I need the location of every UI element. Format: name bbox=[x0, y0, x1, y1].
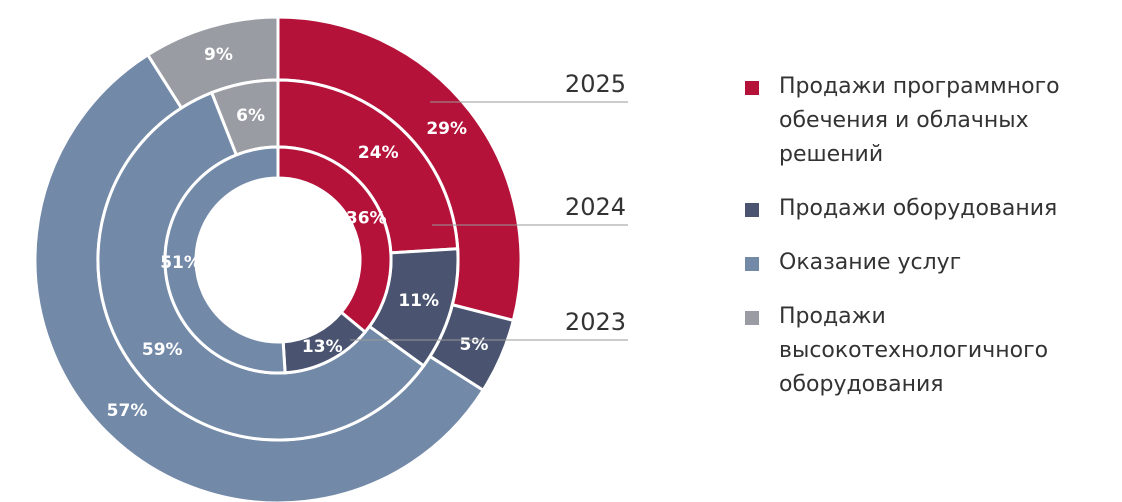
data-label: 13% bbox=[302, 337, 343, 357]
ring-segment bbox=[163, 145, 287, 375]
data-label: 36% bbox=[346, 208, 387, 228]
legend-label: Продажи оборудования bbox=[779, 196, 1058, 221]
data-label: 51% bbox=[160, 253, 201, 273]
legend-swatch bbox=[745, 257, 759, 271]
legend-swatch bbox=[745, 81, 759, 95]
legend: Продажи программного обечения и облачных… bbox=[745, 70, 1115, 422]
data-label: 59% bbox=[142, 340, 183, 360]
legend-swatch bbox=[745, 203, 759, 217]
legend-item: Продажи высокотехнологичного оборудовани… bbox=[745, 300, 1115, 402]
legend-swatch bbox=[745, 311, 759, 325]
legend-item: Продажи оборудования bbox=[745, 192, 1115, 226]
legend-label: Продажи высокотехнологичного оборудовани… bbox=[779, 304, 1049, 397]
ring-year-label: 2023 bbox=[565, 308, 626, 336]
legend-item: Оказание услуг bbox=[745, 246, 1115, 280]
legend-item: Продажи программного обечения и облачных… bbox=[745, 70, 1115, 172]
legend-label: Оказание услуг bbox=[779, 250, 962, 275]
ring-year-label: 2024 bbox=[565, 193, 626, 221]
data-label: 6% bbox=[236, 106, 265, 126]
ring-year-label: 2025 bbox=[565, 70, 626, 98]
legend-label: Продажи программного обечения и облачных… bbox=[779, 74, 1060, 167]
data-label: 9% bbox=[204, 45, 233, 65]
data-label: 24% bbox=[358, 143, 399, 163]
data-label: 5% bbox=[460, 335, 489, 355]
data-label: 29% bbox=[426, 119, 467, 139]
data-label: 57% bbox=[107, 401, 148, 421]
data-label: 11% bbox=[398, 291, 439, 311]
